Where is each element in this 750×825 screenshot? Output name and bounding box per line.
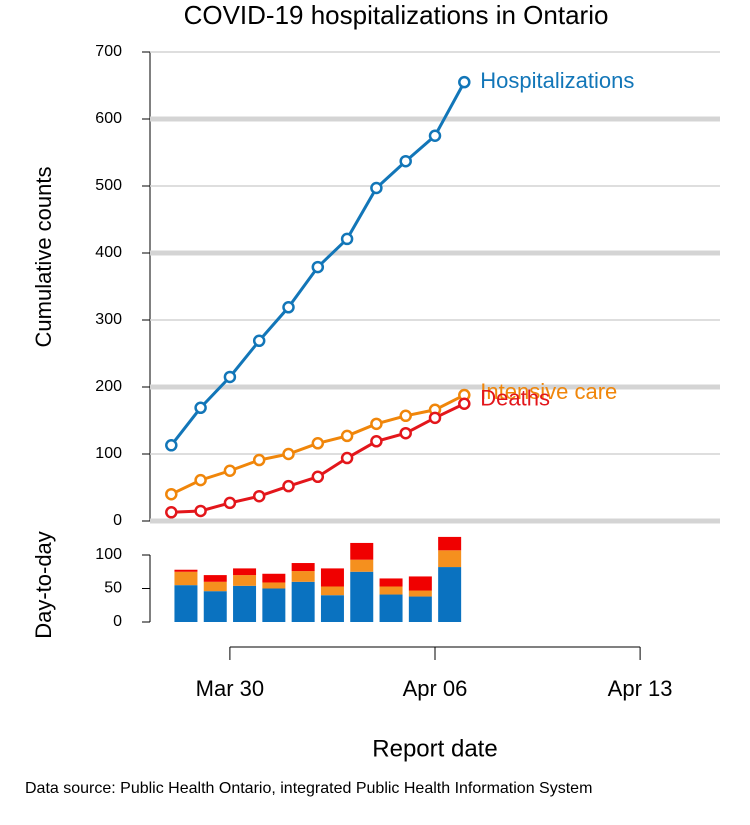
- y-tick-label: 600: [95, 110, 122, 127]
- point: [458, 397, 471, 410]
- chart-title: COVID-19 hospitalizations in Ontario: [184, 0, 609, 30]
- x-axis-label: Report date: [372, 735, 497, 762]
- point: [282, 479, 295, 493]
- bar: [233, 568, 257, 576]
- bar: [408, 590, 432, 597]
- x-tick-label: Apr 13: [608, 676, 673, 701]
- bar: [408, 576, 432, 591]
- bar: [291, 563, 315, 572]
- bar: [262, 573, 286, 583]
- series-label: Intensive care: [480, 379, 617, 404]
- point: [223, 496, 237, 510]
- bar: [262, 582, 286, 589]
- point: [165, 439, 178, 452]
- point: [340, 451, 354, 465]
- point: [340, 429, 354, 443]
- point: [282, 447, 295, 461]
- bar: [203, 581, 227, 592]
- point: [399, 154, 412, 168]
- y-tick-label: 500: [95, 177, 122, 194]
- point: [458, 75, 471, 89]
- point: [282, 301, 295, 314]
- point: [311, 260, 325, 274]
- bar: [291, 571, 315, 582]
- point: [311, 470, 325, 484]
- point: [252, 489, 266, 503]
- bar: [379, 594, 403, 622]
- y-axis-label: Day-to-day: [31, 531, 56, 639]
- series-label: Deaths: [480, 386, 550, 411]
- bar: [320, 595, 344, 622]
- point: [252, 453, 266, 467]
- bar: [379, 586, 403, 595]
- point: [340, 232, 354, 246]
- point: [399, 426, 412, 440]
- point: [370, 417, 383, 431]
- y-tick-label: 200: [95, 378, 122, 395]
- bar: [320, 568, 344, 587]
- bar: [233, 585, 257, 622]
- bar: [174, 585, 198, 622]
- bar: [203, 575, 227, 582]
- point: [428, 411, 442, 425]
- point: [370, 181, 383, 195]
- y-tick-label: 0: [113, 613, 122, 630]
- point: [194, 473, 207, 487]
- point: [311, 437, 325, 450]
- bar: [320, 586, 344, 596]
- point: [223, 370, 237, 384]
- y-tick-label: 50: [104, 580, 122, 597]
- x-tick-label: Mar 30: [196, 676, 264, 701]
- y-tick-label: 700: [95, 43, 122, 60]
- bar: [408, 596, 432, 622]
- source-note: Data source: Public Health Ontario, inte…: [25, 780, 592, 797]
- x-tick-label: Apr 06: [403, 676, 468, 701]
- bar: [262, 588, 286, 622]
- line: [171, 402, 465, 514]
- bar: [438, 550, 462, 568]
- bar: [350, 542, 374, 560]
- series-label: Hospitalizations: [480, 68, 634, 93]
- point: [370, 435, 383, 448]
- bar: [203, 591, 227, 622]
- y-tick-label: 100: [95, 546, 122, 563]
- y-tick-label: 300: [95, 311, 122, 328]
- bar: [291, 581, 315, 622]
- bar: [350, 559, 374, 572]
- bar: [438, 567, 462, 622]
- y-tick-label: 100: [95, 445, 122, 462]
- point: [194, 504, 207, 518]
- bar: [379, 578, 403, 587]
- y-tick-label: 400: [95, 244, 122, 261]
- point: [223, 464, 237, 477]
- point: [165, 487, 178, 501]
- bar: [233, 575, 257, 586]
- bar: [438, 536, 462, 551]
- y-tick-label: 0: [113, 512, 122, 529]
- point: [428, 129, 442, 142]
- point: [194, 401, 207, 415]
- bar: [350, 571, 374, 622]
- point: [399, 409, 412, 423]
- point: [252, 334, 266, 348]
- point: [165, 506, 178, 519]
- bar: [174, 571, 198, 586]
- bar: [174, 569, 198, 572]
- y-axis-label: Cumulative counts: [31, 167, 56, 348]
